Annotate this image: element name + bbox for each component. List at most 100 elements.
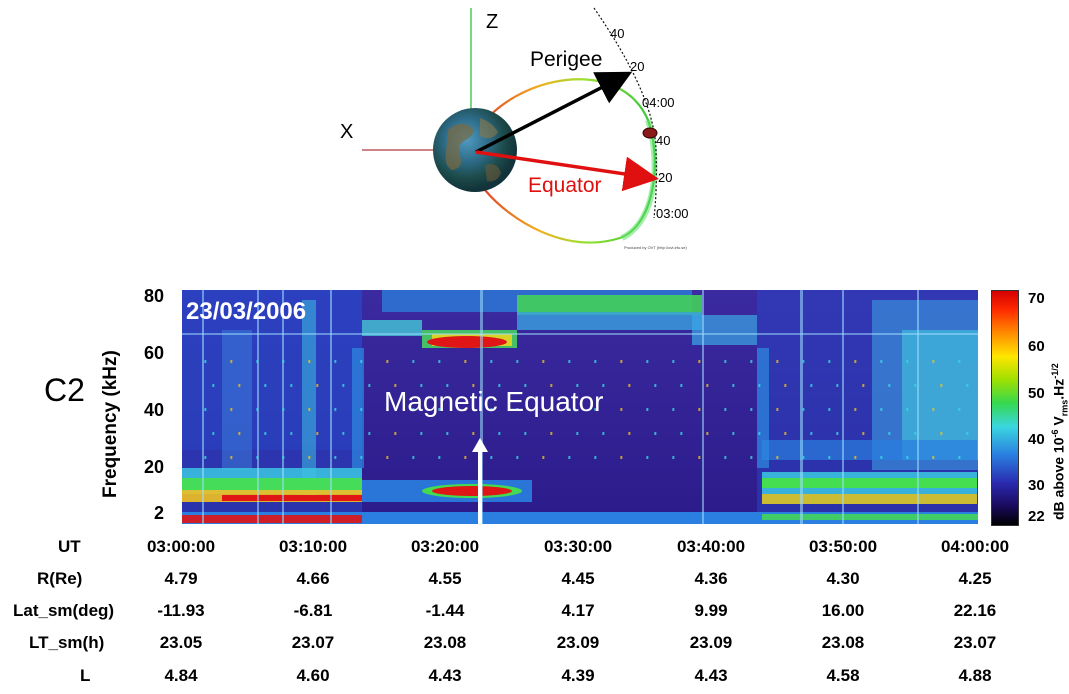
ephemeris-row-label: LT_sm(h) xyxy=(29,633,105,652)
equator-label: Equator xyxy=(528,174,602,197)
spectro-dot xyxy=(828,456,831,459)
ut-tick-label: 04:00:00 xyxy=(940,537,1010,556)
spectro-dot xyxy=(516,408,519,411)
spectro-dot xyxy=(602,384,605,387)
spectro-dot xyxy=(472,384,475,387)
cb-tick-70: 70 xyxy=(1028,290,1045,307)
spectro-dot xyxy=(360,360,363,363)
spectro-dot xyxy=(594,360,597,363)
spectro-dot xyxy=(810,432,813,435)
ephemeris-value: 4.45 xyxy=(561,569,595,588)
spectro-dot xyxy=(568,360,571,363)
perigee-label: Perigee xyxy=(530,48,602,71)
ephemeris-value: 9.99 xyxy=(694,601,728,620)
spectro-dot xyxy=(776,456,779,459)
spectro-dot xyxy=(620,408,623,411)
y-tick-40: 40 xyxy=(143,400,164,420)
spectro-dot xyxy=(446,432,449,435)
spectro-dot xyxy=(576,432,579,435)
ephemeris-value: 23.08 xyxy=(821,633,865,652)
spectro-dot xyxy=(862,384,865,387)
spectro-dot xyxy=(776,408,779,411)
ephemeris-value: 4.60 xyxy=(296,666,330,685)
spectro-dot xyxy=(620,456,623,459)
spectro-dot xyxy=(940,432,943,435)
ephemeris-value: 4.84 xyxy=(164,666,198,685)
spectro-dot xyxy=(386,456,389,459)
spectro-dot xyxy=(698,408,701,411)
ephemeris-value: 23.09 xyxy=(556,633,600,652)
ephemeris-row-label: R(Re) xyxy=(37,569,83,588)
spectro-dot xyxy=(966,432,969,435)
spectro-dot xyxy=(446,384,449,387)
spectro-dot xyxy=(880,456,883,459)
spectro-dot xyxy=(334,408,337,411)
ephemeris-value: 4.43 xyxy=(428,666,462,685)
spectro-dot xyxy=(438,456,441,459)
spectro-dot xyxy=(550,384,553,387)
spectro-dot xyxy=(906,360,909,363)
colorbar-label-tail-sup: -1/2 xyxy=(1050,363,1060,379)
spectro-dot xyxy=(958,456,961,459)
ephemeris-value: 4.55 xyxy=(428,569,462,588)
ut-tick-label: 03:00:00 xyxy=(146,537,216,556)
spectro-dot xyxy=(750,360,753,363)
spectro-dot xyxy=(698,360,701,363)
ephemeris-value: 4.30 xyxy=(826,569,860,588)
spectro-dot xyxy=(516,360,519,363)
spectro-dot xyxy=(672,408,675,411)
spectro-dot xyxy=(412,456,415,459)
spectro-dot xyxy=(958,360,961,363)
upper-green-band xyxy=(517,295,702,315)
spectro-dot xyxy=(412,408,415,411)
cb-tick-22: 22 xyxy=(1028,508,1045,525)
spectro-dot xyxy=(308,360,311,363)
spectro-dot xyxy=(672,456,675,459)
spectro-dot xyxy=(256,456,259,459)
ephemeris-value: 4.43 xyxy=(694,666,728,685)
spectro-dot xyxy=(620,360,623,363)
spectro-dot xyxy=(594,408,597,411)
spectro-dot xyxy=(464,456,467,459)
orbit-tick-4: 40 xyxy=(656,133,670,148)
equator-arrow xyxy=(475,150,659,192)
ephemeris-value: 4.66 xyxy=(296,569,330,588)
spectro-dot xyxy=(854,408,857,411)
spectro-dot xyxy=(810,384,813,387)
ephemeris-value: 23.08 xyxy=(423,633,467,652)
spectro-dot xyxy=(498,384,501,387)
ovt-credit: Produced by OVT (http://ovt.irfu.se) xyxy=(624,245,688,250)
spectro-dot xyxy=(498,432,501,435)
orbit-diagram: Z X Perigee Equator 40 20 04:00 40 20 03… xyxy=(340,7,689,250)
ephemeris-value: 23.09 xyxy=(689,633,733,652)
spectro-dot xyxy=(724,360,727,363)
spectro-dot xyxy=(802,456,805,459)
ephemeris-value: -11.93 xyxy=(157,601,205,620)
spectro-dot xyxy=(282,360,285,363)
spectro-dot xyxy=(594,456,597,459)
y-tick-20: 20 xyxy=(143,457,164,477)
spectro-dot xyxy=(966,384,969,387)
spectro-dot xyxy=(576,384,579,387)
spectro-dot xyxy=(386,408,389,411)
ephemeris-value: 23.07 xyxy=(953,633,997,652)
spectro-dot xyxy=(698,456,701,459)
spectro-dot xyxy=(282,408,285,411)
cb-tick-60: 60 xyxy=(1028,338,1045,355)
spectro-dot xyxy=(316,432,319,435)
spectro-dot xyxy=(282,456,285,459)
spectro-dot xyxy=(550,432,553,435)
spectro-dot xyxy=(862,432,865,435)
spectro-dot xyxy=(360,456,363,459)
spectro-dot xyxy=(334,360,337,363)
spectro-dot xyxy=(230,408,233,411)
spectro-dot xyxy=(316,384,319,387)
spectro-dot xyxy=(914,384,917,387)
ephemeris-value: 4.79 xyxy=(164,569,198,588)
date-label: 23/03/2006 xyxy=(186,298,307,325)
spectro-dot xyxy=(672,360,675,363)
spectro-dot xyxy=(602,432,605,435)
orbit-tick-1: 40 xyxy=(610,26,624,41)
ephemeris-value: -6.81 xyxy=(293,601,333,620)
ephemeris-value: 22.16 xyxy=(953,601,997,620)
